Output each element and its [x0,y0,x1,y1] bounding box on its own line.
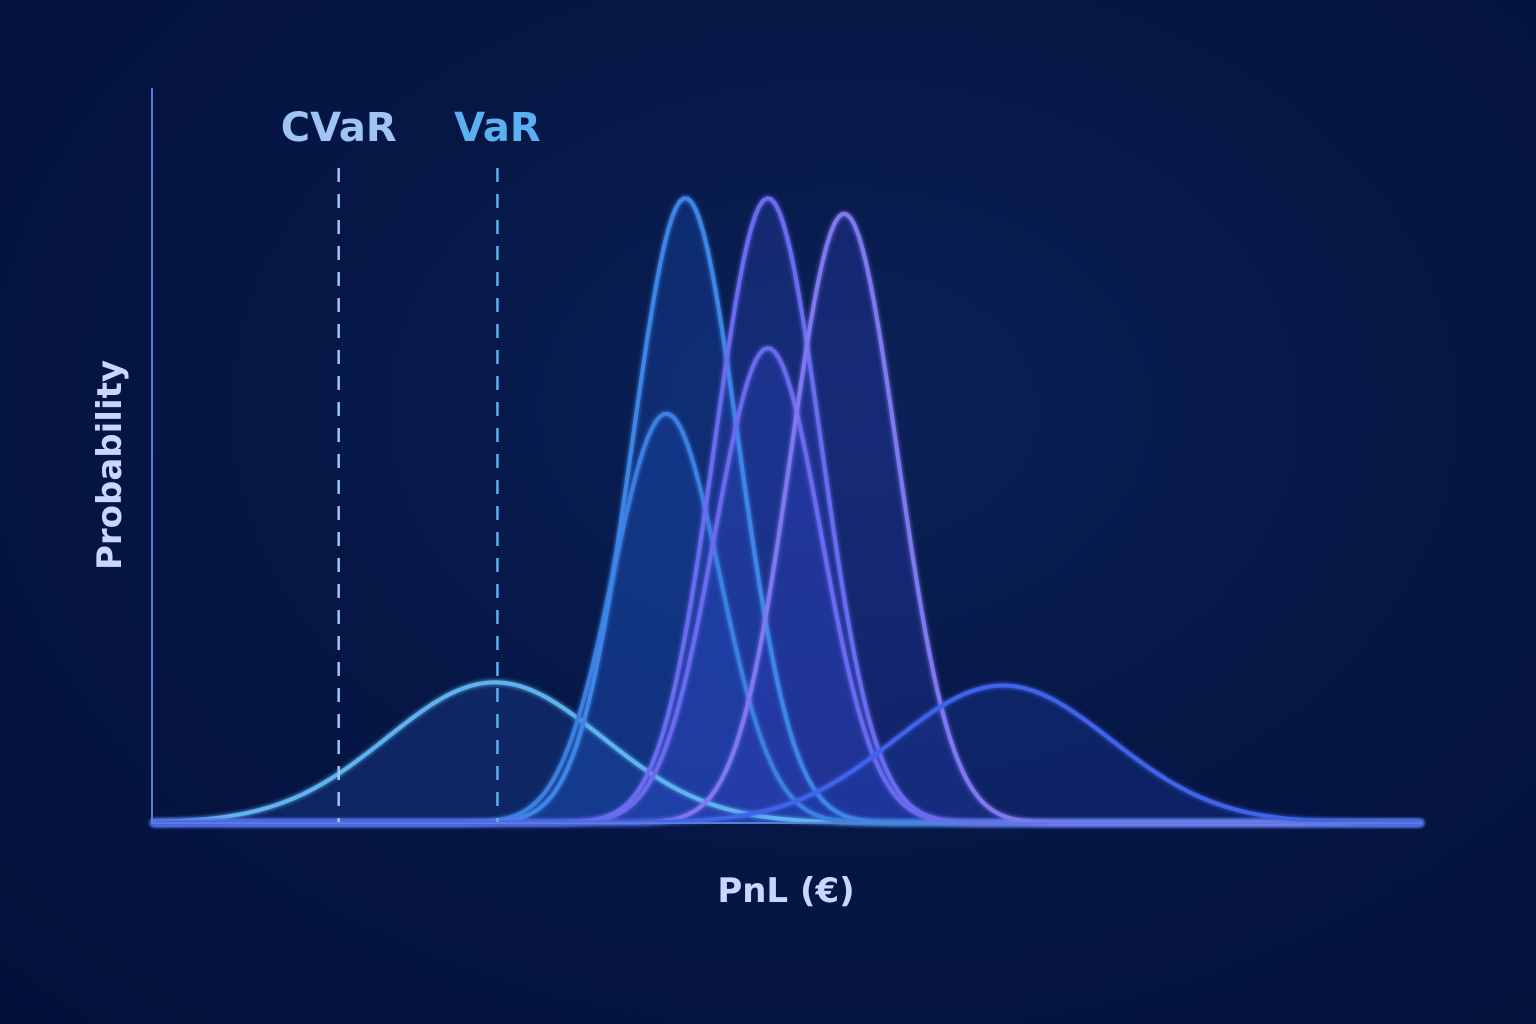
distribution-area-5 [152,198,1422,823]
distribution-fills [152,198,1422,823]
distribution-area-6 [152,213,1422,823]
distribution-area-4 [152,348,1422,823]
var-marker-label: VaR [454,105,541,151]
y-axis-title: Probability [90,360,130,570]
x-axis-title: PnL (€) [717,871,854,911]
cvar-marker-label: CVaR [281,105,397,151]
distribution-area-1 [152,682,1422,823]
distribution-area-7 [152,685,1422,823]
risk-markers: CVaR VaR [281,105,541,823]
